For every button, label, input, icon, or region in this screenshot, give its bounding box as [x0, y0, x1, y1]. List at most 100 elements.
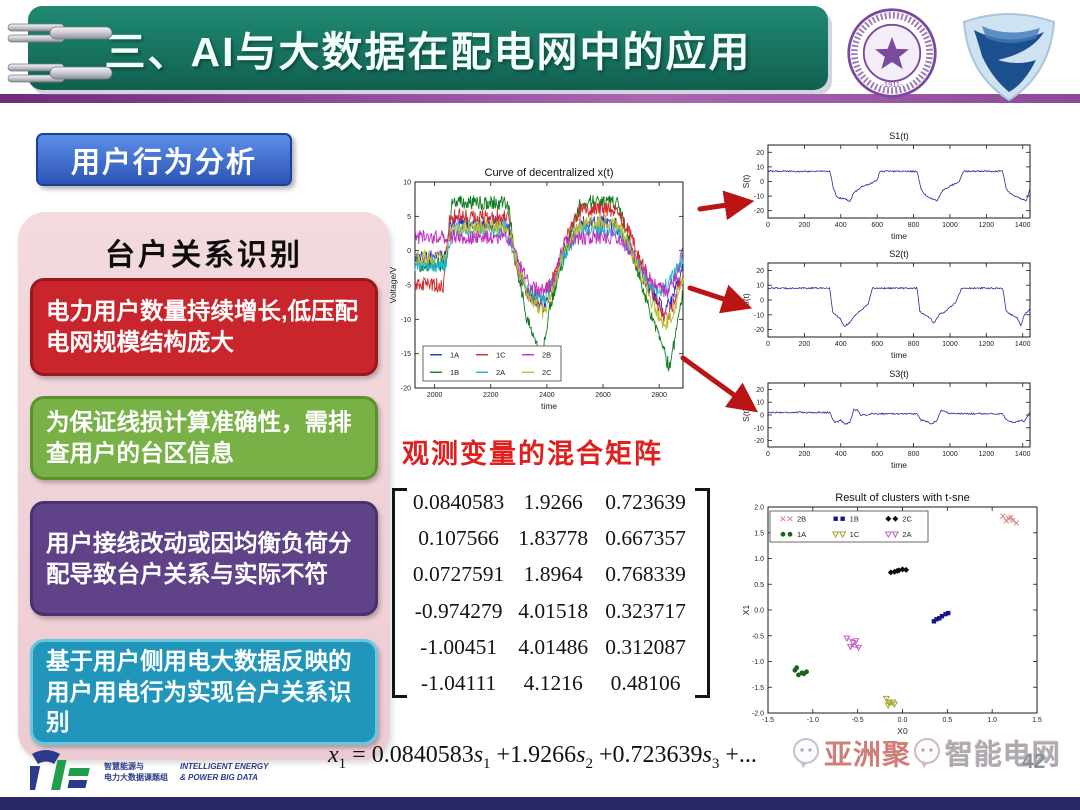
- svg-text:2.0: 2.0: [754, 505, 764, 512]
- matrix-cell: 1.83778: [518, 526, 589, 551]
- svg-text:1400: 1400: [1015, 341, 1031, 348]
- svg-text:1000: 1000: [942, 341, 958, 348]
- svg-text:1A: 1A: [797, 530, 806, 539]
- formula-part: +1.9266: [490, 742, 577, 768]
- svg-text:S(t): S(t): [741, 174, 751, 188]
- svg-text:10: 10: [756, 164, 764, 171]
- svg-text:1.5: 1.5: [754, 530, 764, 537]
- footer-logo-cn: 智慧能源与 电力大数据课题组: [104, 762, 168, 784]
- matrix-cell: 1.9266: [523, 490, 583, 514]
- svg-text:2A: 2A: [496, 368, 505, 377]
- matrix-cell: 0.0840583: [412, 490, 505, 514]
- matrix-cell: 1.8964: [523, 562, 583, 587]
- footer-logo-mark-icon: [30, 750, 90, 790]
- formula-part: 0.0840583: [371, 742, 474, 768]
- svg-text:2A: 2A: [902, 530, 911, 539]
- svg-text:1.0: 1.0: [987, 717, 997, 724]
- svg-text:time: time: [891, 350, 907, 360]
- formula-subscript: 2: [585, 755, 593, 772]
- analysis-badge: 用户行为分析: [36, 133, 292, 186]
- svg-text:600: 600: [871, 222, 883, 229]
- formula-part: s: [702, 742, 712, 768]
- formula-part: s: [473, 742, 484, 768]
- s1-source-chart: S1(t) 0 200 400 600 800 1000 1200 1400 20 10 0 -10 -2…: [741, 131, 1031, 241]
- panel-title: 台户关系识别: [105, 239, 303, 272]
- svg-text:1400: 1400: [1015, 222, 1031, 229]
- svg-text:-1.0: -1.0: [752, 659, 764, 666]
- svg-text:10: 10: [756, 283, 764, 290]
- svg-text:10: 10: [756, 400, 764, 407]
- svg-text:2B: 2B: [797, 514, 806, 523]
- svg-text:1B: 1B: [850, 514, 859, 523]
- svg-text:1400: 1400: [1015, 451, 1031, 458]
- sidebar-box-text: 为保证线损计算准确性，需排查用户的台区信息: [46, 409, 352, 466]
- svg-text:-1.0: -1.0: [807, 717, 819, 724]
- matrix-cell: 0.323717: [605, 598, 686, 623]
- svg-text:1000: 1000: [942, 222, 958, 229]
- svg-text:1C: 1C: [496, 350, 506, 359]
- matrix-cell: 4.01486: [518, 634, 589, 659]
- matrix-row: -0.974279 4.01518 0.323717: [408, 599, 694, 624]
- formula-part: x: [328, 742, 339, 768]
- svg-text:10: 10: [403, 180, 411, 187]
- matrix-cell: 0.768339: [605, 562, 686, 587]
- svg-text:-1.5: -1.5: [762, 717, 774, 724]
- page-number: 42: [1022, 750, 1046, 773]
- formula-subscript: 3: [711, 755, 720, 772]
- svg-text:S(t): S(t): [741, 408, 751, 422]
- svg-text:1A: 1A: [450, 350, 459, 359]
- fork-clips-icon: [7, 23, 113, 83]
- svg-text:20: 20: [756, 387, 764, 394]
- flow-arrows-icon: [680, 190, 759, 413]
- svg-text:2600: 2600: [595, 392, 611, 399]
- svg-text:time: time: [541, 401, 557, 411]
- svg-text:Voltage/V: Voltage/V: [390, 266, 398, 303]
- matrix-cell: 0.312087: [605, 634, 686, 659]
- s3-source-chart: S3(t) 0 200 400 600 800 1000 1200 1400 20 10 0 -10 -2…: [741, 370, 1031, 470]
- svg-text:S1(t): S1(t): [889, 131, 909, 141]
- mixing-matrix: 0.0840583 1.9266 0.723639 0.107566 1.83778 0.…: [392, 488, 710, 698]
- svg-text:200: 200: [799, 341, 811, 348]
- svg-text:20: 20: [756, 150, 764, 157]
- svg-text:-10: -10: [754, 425, 764, 432]
- formula-subscript: 1: [483, 755, 491, 772]
- matrix-bracket-left: [392, 488, 407, 698]
- svg-text:-20: -20: [754, 208, 764, 215]
- sidebar-box-4: 基于用户侧用电大数据反映的用户用电行为实现台户关系识别: [30, 639, 378, 745]
- formula-part: s: [576, 742, 586, 768]
- svg-text:-10: -10: [754, 312, 764, 319]
- svg-text:2200: 2200: [483, 392, 499, 399]
- sidebar-box-3: 用户接线改动或因均衡负荷分配导致台户关系与实际不符: [30, 501, 378, 616]
- svg-text:0: 0: [766, 451, 770, 458]
- matrix-cell: -0.974279: [414, 598, 503, 623]
- svg-text:20: 20: [756, 268, 764, 275]
- matrix-row: 0.0727591 1.8964 0.768339: [408, 562, 694, 587]
- svg-text:400: 400: [835, 222, 847, 229]
- chat-bubble-icon: [914, 738, 941, 768]
- page-title: 三、AI与大数据在配电网中的应用: [104, 29, 752, 75]
- watermark-text-2: 智能电网: [945, 739, 1062, 770]
- ica-formula: x1 = 0.0840583s1 +1.9266s2 +0.723639s3 +…: [328, 742, 757, 773]
- footer-logo-en-line2: & POWER BIG DATA: [180, 773, 258, 783]
- decentralized-xt-chart: Curve of decentralized x(t) 2000 2200 2400 2…: [390, 167, 684, 411]
- matrix-rows: 0.0840583 1.9266 0.723639 0.107566 1.83778 0.…: [408, 490, 694, 696]
- svg-text:-1911-: -1911-: [881, 80, 903, 89]
- svg-text:X0: X0: [897, 726, 908, 735]
- matrix-row: 0.0840583 1.9266 0.723639: [408, 490, 694, 515]
- svg-text:-2.0: -2.0: [752, 711, 764, 718]
- svg-text:2000: 2000: [427, 392, 443, 399]
- svg-text:1000: 1000: [942, 451, 958, 458]
- matrix-bracket-right: [695, 488, 710, 698]
- sidebar-box-2: 为保证线损计算准确性，需排查用户的台区信息: [30, 396, 378, 480]
- svg-text:-0.5: -0.5: [752, 633, 764, 640]
- header-banner: 三、AI与大数据在配电网中的应用: [28, 6, 828, 90]
- svg-text:0.5: 0.5: [754, 582, 764, 589]
- svg-text:X1: X1: [741, 605, 751, 616]
- matrix-row: -1.04111 4.1216 0.48106: [408, 671, 694, 696]
- svg-text:1.0: 1.0: [754, 556, 764, 563]
- svg-text:S2(t): S2(t): [889, 250, 909, 259]
- svg-text:1200: 1200: [979, 341, 995, 348]
- matrix-cell: 4.1216: [523, 670, 583, 695]
- svg-text:-10: -10: [401, 317, 411, 324]
